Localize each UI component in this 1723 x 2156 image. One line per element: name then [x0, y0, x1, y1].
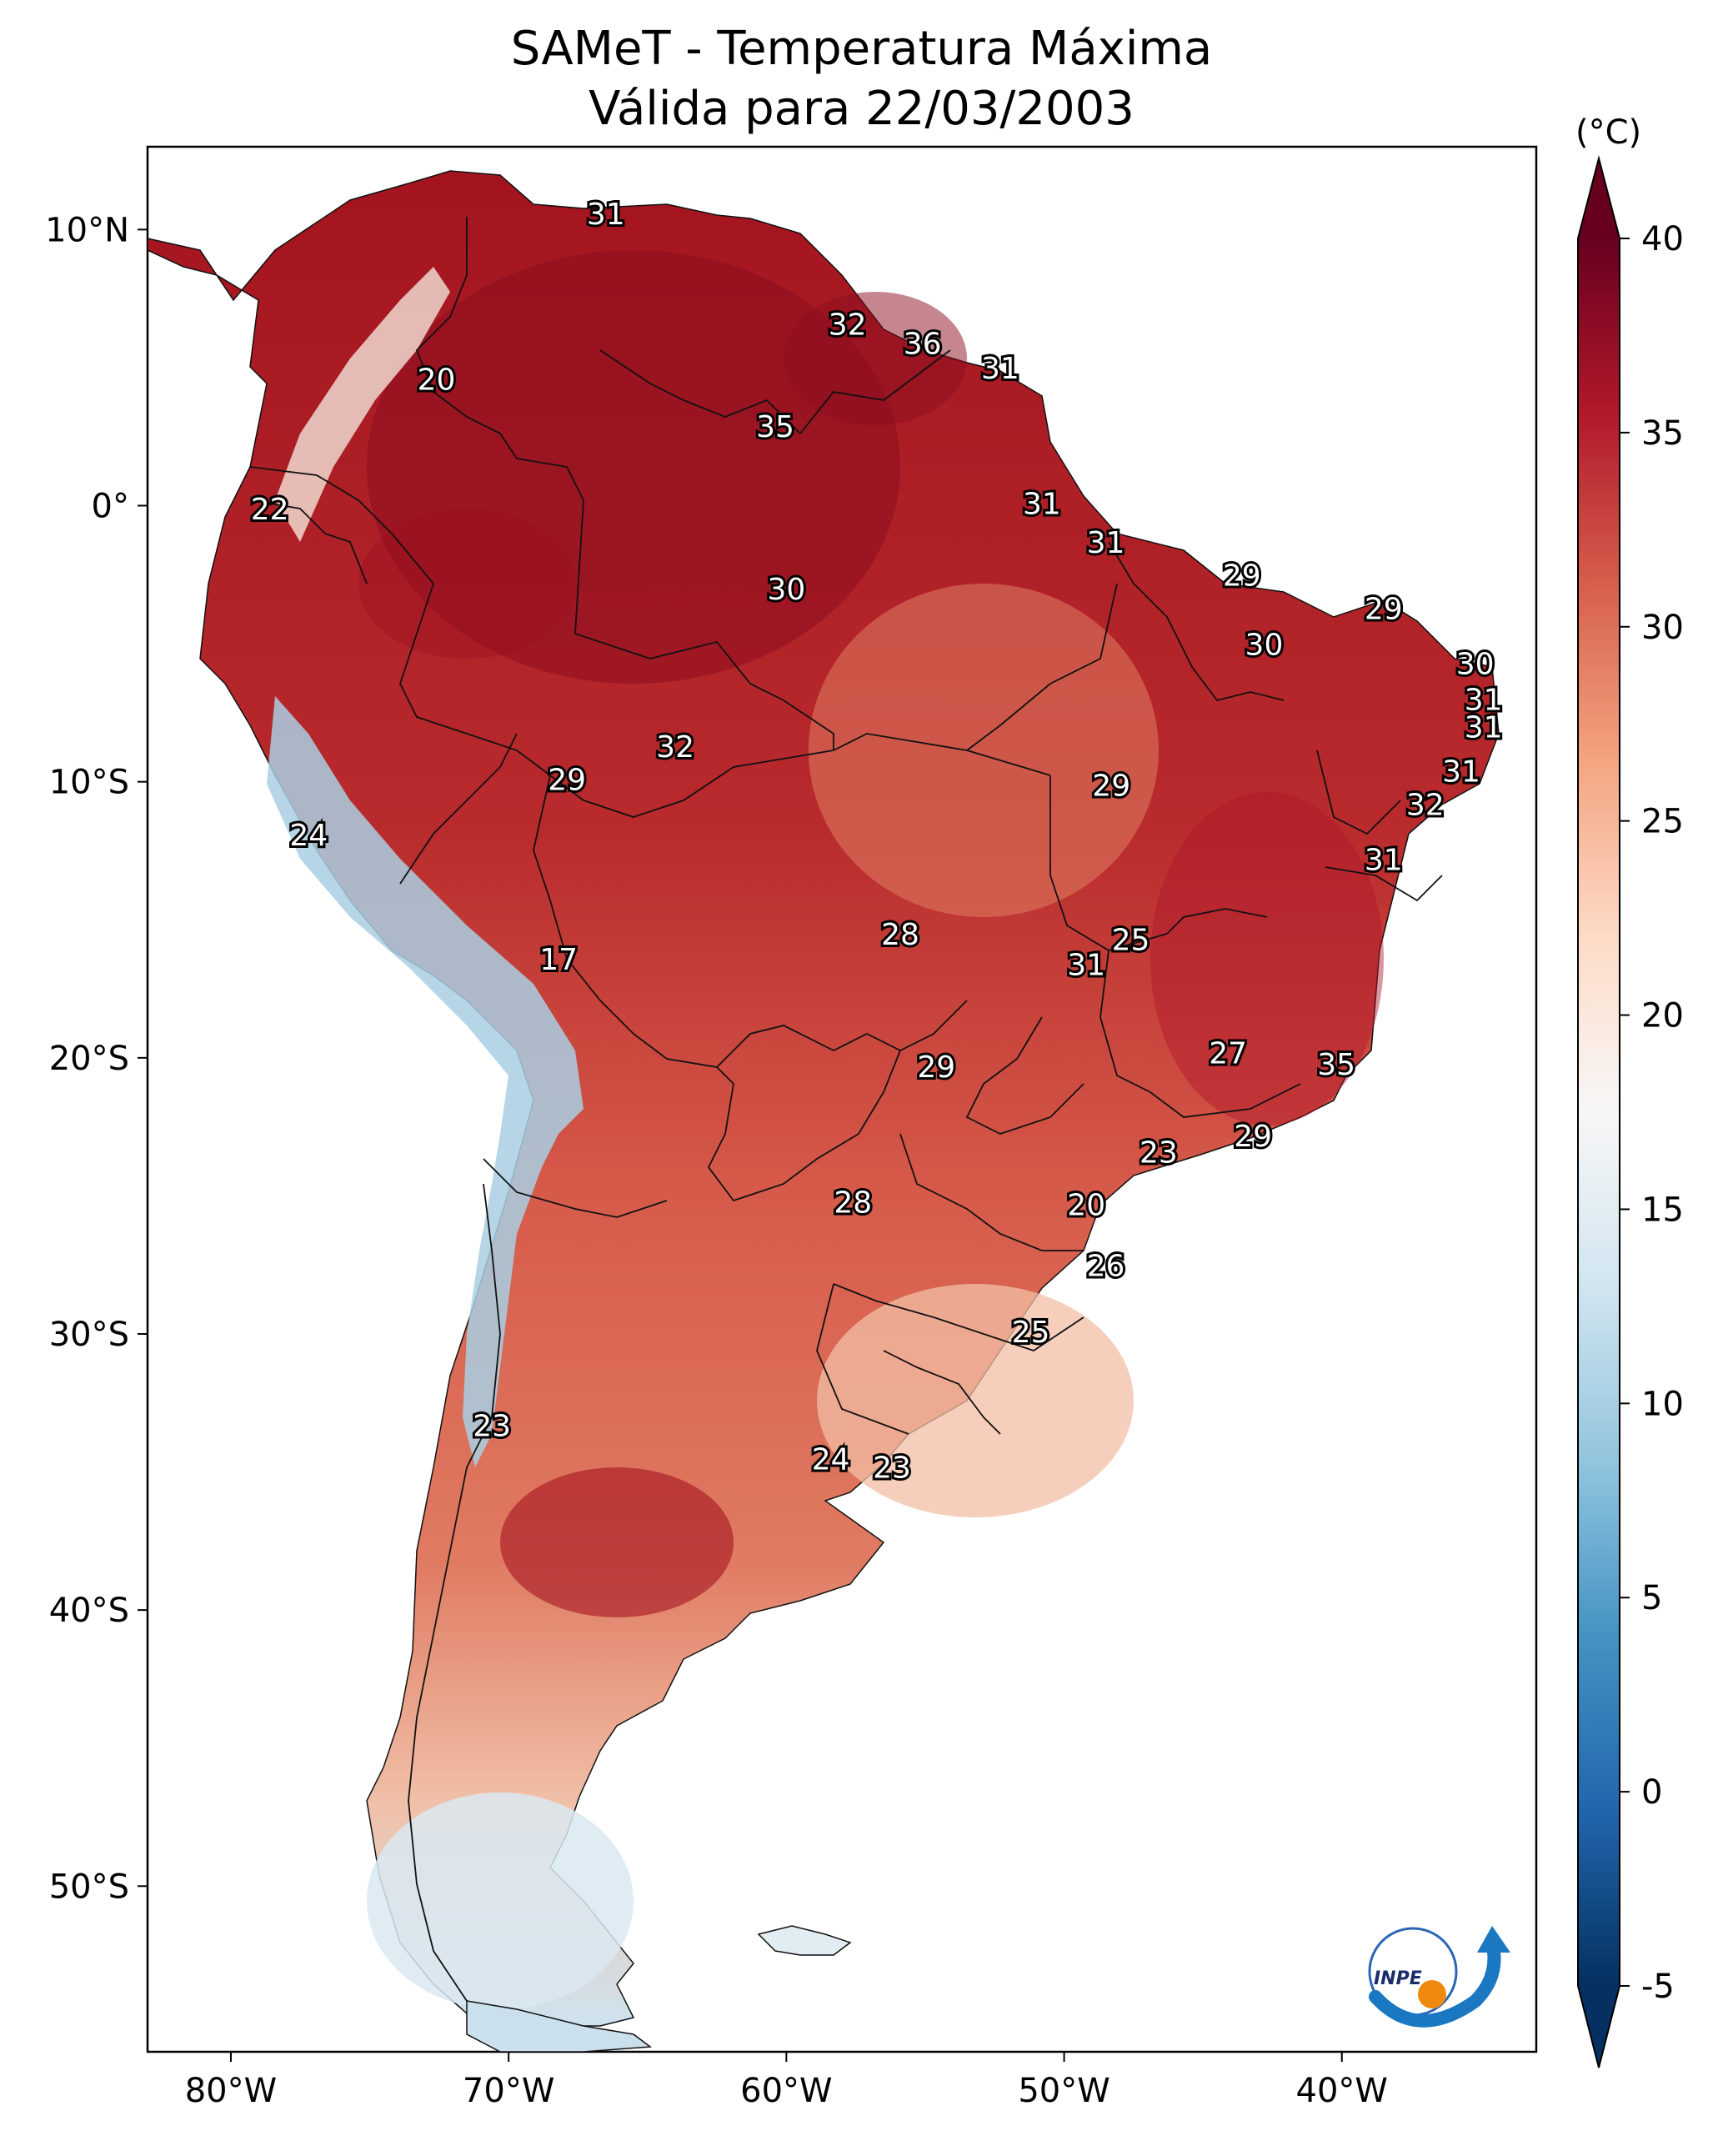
colorbar-gradient — [1578, 238, 1620, 1986]
y-tick-label: 0° — [92, 488, 129, 526]
logo-arrow-icon — [1477, 1926, 1510, 1953]
andes-cold-strip — [267, 696, 584, 1467]
station-value-label: 35 — [756, 410, 794, 444]
colorbar-bottom-extension — [1578, 1986, 1620, 2068]
hot-zone-argentina — [500, 1467, 734, 1617]
station-value-label: 31 — [587, 198, 625, 232]
map-subtitle: Válida para 22/03/2003 — [589, 82, 1134, 136]
andes-north-highlands — [275, 267, 450, 542]
station-value-label: 36 — [904, 327, 942, 361]
y-tick-label: 20°S — [49, 1040, 129, 1078]
station-value-label: 31 — [1067, 949, 1105, 983]
station-value-label: 23 — [873, 1451, 911, 1485]
logo-text: INPE — [1374, 1968, 1422, 1989]
colorbar-tick-label: 30 — [1641, 609, 1684, 647]
x-tick-label: 60°W — [740, 2072, 832, 2110]
station-value-label: 31 — [981, 352, 1019, 386]
station-value-label: 29 — [917, 1050, 955, 1085]
station-value-label: 30 — [767, 573, 805, 607]
logo-orange-dot-icon — [1418, 1980, 1446, 2008]
station-value-label: 29 — [1223, 559, 1261, 594]
colorbar-tick-label: 20 — [1641, 997, 1684, 1035]
y-tick-label: 10°S — [49, 764, 129, 802]
station-value-label: 25 — [1012, 1316, 1050, 1350]
colorbar-tick-label: 15 — [1641, 1191, 1684, 1229]
station-value-label: 29 — [548, 764, 586, 798]
station-value-label: 20 — [1067, 1189, 1105, 1223]
station-value-label: 27 — [1209, 1037, 1247, 1071]
station-value-label: 24 — [289, 819, 328, 853]
station-value-label: 31 — [1023, 488, 1061, 522]
map-title: SAMeT - Temperatura Máxima — [510, 22, 1213, 76]
colorbar-tick-label: 10 — [1641, 1385, 1684, 1423]
tierra-del-fuego — [466, 2000, 653, 2052]
station-value-label: 31 — [1465, 684, 1503, 718]
station-value-label: 29 — [1234, 1120, 1272, 1154]
hot-zone-guianas — [784, 292, 967, 425]
station-value-label: 24 — [812, 1442, 850, 1477]
hot-zone-amazon — [367, 250, 900, 684]
mild-zone-south — [817, 1284, 1134, 1517]
station-value-label: 22 — [251, 493, 289, 527]
station-value-label: 20 — [418, 363, 456, 397]
station-value-label: 28 — [834, 1186, 872, 1220]
x-axis: 80°W 70°W 60°W 50°W 40°W — [185, 2052, 1388, 2110]
station-value-label: 29 — [1092, 769, 1130, 803]
station-value-label: 23 — [1139, 1136, 1178, 1171]
country-borders — [249, 217, 1443, 2002]
station-value-label: 30 — [1456, 648, 1495, 682]
warm-zone-central-brazil — [809, 584, 1159, 917]
station-value-label: 31 — [1442, 755, 1480, 790]
station-value-label: 17 — [539, 943, 578, 977]
colorbar-tick-label: 5 — [1641, 1579, 1662, 1617]
colorbar: (°C) 40 35 30 25 20 15 10 5 0 -5 — [1575, 113, 1684, 2068]
hot-zone-east-brazil — [1150, 792, 1384, 1126]
y-tick-label: 30°S — [49, 1316, 129, 1354]
x-tick-label: 70°W — [463, 2072, 554, 2110]
colorbar-ticks: 40 35 30 25 20 15 10 5 0 -5 — [1620, 220, 1684, 2006]
x-tick-label: 80°W — [185, 2072, 277, 2110]
colorbar-tick-label: -5 — [1641, 1968, 1675, 2006]
y-axis: 10°N 0° 10°S 20°S 30°S 40°S 50°S — [45, 211, 148, 1906]
colorbar-tick-label: 35 — [1641, 414, 1684, 453]
y-tick-label: 40°S — [49, 1592, 129, 1630]
falkland-islands — [757, 1925, 852, 1956]
map-area — [148, 170, 1500, 2052]
colorbar-top-extension — [1578, 158, 1620, 238]
y-tick-label: 50°S — [49, 1868, 129, 1906]
hot-zone-west-amazon — [358, 509, 575, 659]
station-value-label: 32 — [656, 730, 694, 765]
station-value-label: 23 — [473, 1410, 511, 1444]
x-tick-label: 50°W — [1018, 2072, 1109, 2110]
inpe-logo: INPE — [1368, 1926, 1510, 2028]
station-value-label: 28 — [881, 918, 919, 952]
y-tick-label: 10°N — [45, 211, 129, 249]
colorbar-unit-label: (°C) — [1575, 113, 1641, 152]
x-tick-label: 40°W — [1296, 2072, 1388, 2110]
logo-swoosh-icon — [1369, 1936, 1501, 2028]
station-value-label: 25 — [1112, 924, 1150, 958]
station-value-label: 29 — [1365, 592, 1403, 626]
station-value-label: 31 — [1465, 711, 1503, 745]
station-value-label: 31 — [1365, 844, 1403, 878]
station-value-label: 35 — [1317, 1048, 1355, 1082]
colorbar-tick-label: 25 — [1641, 803, 1684, 841]
station-value-label: 26 — [1087, 1250, 1125, 1284]
colorbar-tick-label: 0 — [1641, 1773, 1662, 1812]
station-value-label: 31 — [1087, 526, 1125, 560]
station-value-label: 32 — [1406, 788, 1445, 822]
station-value-label: 30 — [1245, 628, 1284, 662]
cool-zone-patagonia — [367, 1792, 634, 2009]
station-value-label: 32 — [829, 308, 867, 342]
colorbar-tick-label: 40 — [1641, 220, 1684, 258]
